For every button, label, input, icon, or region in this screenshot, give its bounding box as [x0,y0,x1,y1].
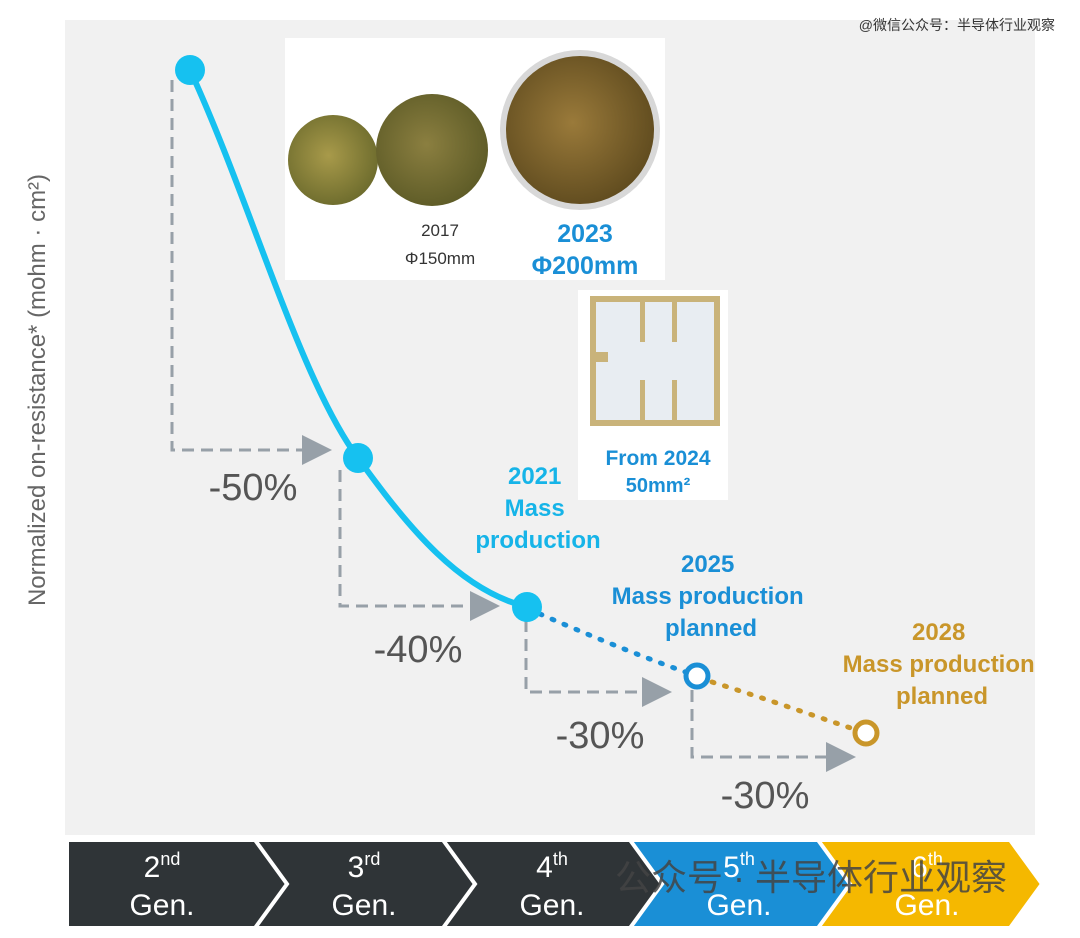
annotation: 2021 Mass production [475,463,600,554]
generation-suffix: nd [160,849,180,869]
point [175,55,205,85]
generation-word: Gen. [519,889,584,922]
point [852,719,880,747]
annotation: 2028 Mass production planned [843,619,1042,710]
generation-number: 6 [911,851,928,884]
wafer [288,115,378,205]
step-label: -50% [209,467,298,509]
step-label: -40% [374,629,463,671]
y-axis-label: Normalized on-resistance* (mohm · cm²) [24,174,51,606]
generation-label: 3rd [348,849,381,884]
generation-label: 4th [536,849,568,884]
generation-word: Gen. [331,889,396,922]
point [683,662,711,690]
generation-number: 4 [536,851,553,884]
wafer-size: Φ150mm [405,249,475,268]
wafer-year: 2023 [557,220,613,248]
chip-pattern [596,302,677,420]
generation-word: Gen. [894,889,959,922]
chip-die [596,302,714,420]
trend-planned [709,679,869,736]
generation-suffix: rd [364,849,380,869]
generation-word: Gen. [706,889,771,922]
wafer [506,56,654,204]
generation-suffix: th [740,849,755,869]
generation-number: 3 [348,851,365,884]
generation-number: 2 [144,851,161,884]
point [512,592,542,622]
point [343,443,373,473]
trend-planned [537,611,700,679]
generation-label: 2nd [144,849,181,884]
wafer-size: Φ200mm [532,252,639,280]
step-label: -30% [721,775,810,817]
chip-year: From 2024 [605,447,710,470]
step-label: -30% [556,715,645,757]
generation-word: Gen. [129,889,194,922]
generation-chevron [814,838,1045,930]
watermark: @微信公众号：半导体行业观察 [859,17,1055,33]
wafer [376,94,488,206]
generation-label: 6th [911,849,943,884]
watermark: 公众号 · 半导体行业观察 [615,857,1007,898]
annotation: 2025 Mass production planned [612,551,811,642]
chip-area: 50mm² [626,475,691,497]
wafer-year: 2017 [421,221,459,240]
step-arrows [170,80,856,772]
generation-suffix: th [553,849,568,869]
trend-line [187,68,528,610]
generation-number: 5 [723,851,740,884]
generation-suffix: th [928,849,943,869]
generation-label: 5th [723,849,755,884]
